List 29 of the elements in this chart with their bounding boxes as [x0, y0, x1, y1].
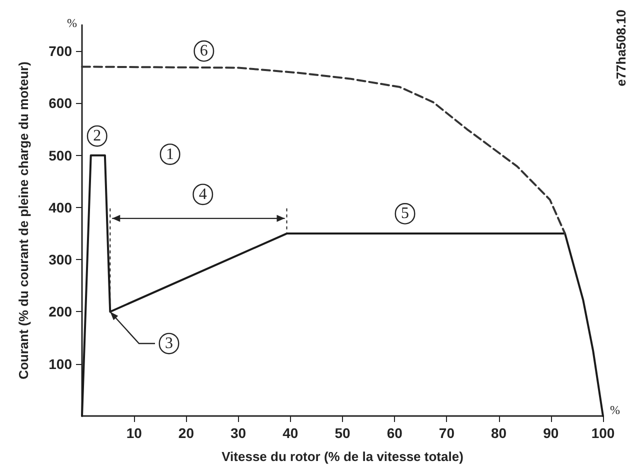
y-tick-label: 500	[48, 147, 72, 164]
y-axis-title: Courant (% du courant de pleine charge du moteur)	[16, 62, 31, 380]
annotation: 2	[93, 128, 102, 145]
annotation: 3	[165, 335, 174, 352]
x-tick-label: 70	[438, 425, 455, 441]
x-axis-title: Vitesse du rotor (% de la vitesse totale)	[222, 449, 464, 464]
annotation: 4	[198, 186, 207, 203]
text: %	[67, 16, 77, 30]
x-tick-label: 90	[543, 425, 559, 441]
x-tick-label: 30	[230, 425, 246, 441]
text: %	[610, 403, 620, 417]
annotation: 5	[401, 205, 410, 222]
x-tick-label: 40	[282, 425, 298, 441]
line-series	[81, 66, 566, 235]
annotation: 6	[200, 42, 208, 60]
x-tick-label: 100	[591, 425, 615, 441]
y-tick-label: 400	[48, 199, 72, 216]
x-tick-label: 10	[126, 425, 142, 441]
x-tick-label: 50	[334, 425, 350, 441]
x-tick-label: 80	[491, 425, 507, 441]
text: e77ha508.10	[614, 10, 628, 86]
x-tick-label: 20	[178, 425, 194, 441]
y-tick-label: 300	[48, 252, 72, 268]
x-tick-label: 60	[386, 425, 403, 441]
y-tick-label: 600	[48, 95, 72, 112]
annotation: 1	[166, 146, 174, 163]
y-tick-label: 100	[48, 356, 72, 372]
y-tick-label: 700	[48, 43, 72, 60]
y-tick-label: 200	[48, 304, 72, 320]
